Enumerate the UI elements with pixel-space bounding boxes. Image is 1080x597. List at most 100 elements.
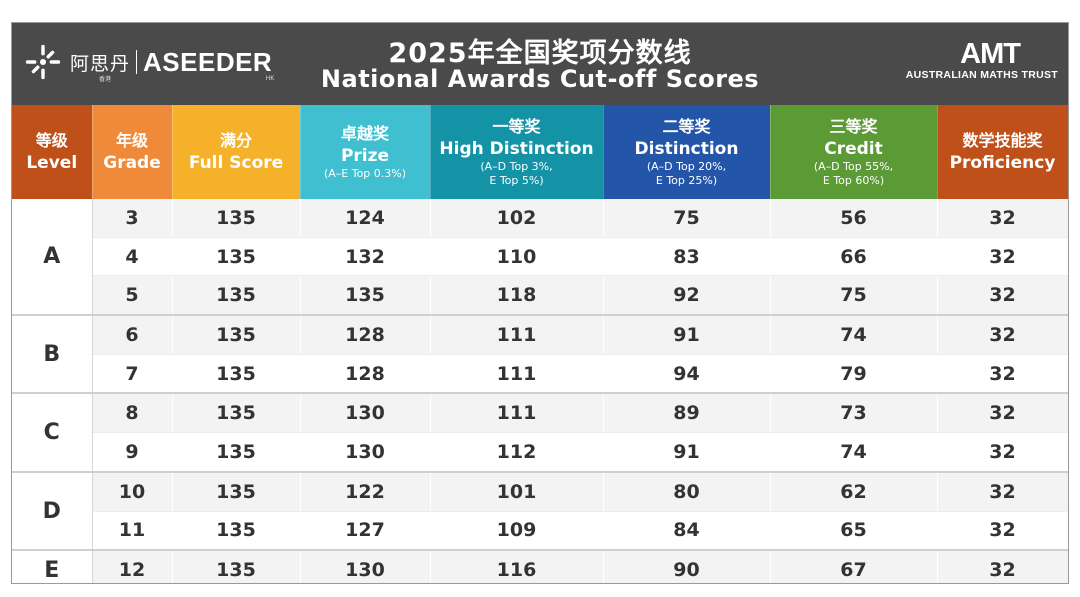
column-header-cn: 等级 xyxy=(35,131,68,150)
column-header-2: 满分 Full Score xyxy=(172,105,301,199)
score-cell: 8 xyxy=(92,393,173,434)
score-cell: 80 xyxy=(603,471,771,512)
score-cell: 6 xyxy=(92,315,173,355)
score-cell: 135 xyxy=(172,354,301,395)
score-cell: 135 xyxy=(172,511,301,552)
score-cell: 73 xyxy=(770,393,938,434)
score-cell: 124 xyxy=(300,199,431,238)
score-cell: 116 xyxy=(430,550,604,583)
score-cell: 89 xyxy=(603,393,771,434)
column-header-en: Distinction xyxy=(634,139,739,159)
score-cell: 91 xyxy=(603,432,771,473)
table-header-row: 等级 Level 年级 Grade 满分 Full Score 卓越奖 Prize (A–E T… xyxy=(12,105,1068,199)
score-cell: 32 xyxy=(937,315,1068,355)
aseeder-logo: 阿思丹 香港 ASEEDER HK xyxy=(24,42,275,83)
table-row: 7 135 128 111 94 79 32 xyxy=(12,354,1068,395)
score-cell: 32 xyxy=(937,275,1068,317)
column-header-note: (A–D Top 20%, E Top 25%) xyxy=(646,160,727,187)
score-cell: 110 xyxy=(430,237,604,277)
score-cell: 74 xyxy=(770,315,938,355)
score-cell: 67 xyxy=(770,550,938,583)
score-cell: 32 xyxy=(937,199,1068,238)
scores-poster: 阿思丹 香港 ASEEDER HK 2025年全国奖项分数线 National … xyxy=(11,22,1069,584)
score-cell: 3 xyxy=(92,199,173,238)
table-row: 9 135 130 112 91 74 32 xyxy=(12,432,1068,473)
score-cell: 118 xyxy=(430,275,604,317)
score-cell: 83 xyxy=(603,237,771,277)
column-header-4: 一等奖 High Distinction (A–D Top 3%, E Top 5%… xyxy=(430,105,604,199)
column-header-cn: 数学技能奖 xyxy=(962,131,1043,150)
brand-en: ASEEDER xyxy=(143,46,273,77)
amt-logo-text: AMT xyxy=(960,38,1021,70)
brand-small-right: HK xyxy=(265,74,275,82)
level-cell: D xyxy=(12,471,93,552)
score-cell: 32 xyxy=(937,354,1068,395)
column-header-3: 卓越奖 Prize (A–E Top 0.3%) xyxy=(300,105,431,199)
score-cell: 7 xyxy=(92,354,173,395)
column-header-cn: 三等奖 xyxy=(829,117,878,136)
page-title-cn: 2025年全国奖项分数线 xyxy=(388,38,692,69)
column-header-en: Proficiency xyxy=(949,153,1056,173)
column-header-7: 数学技能奖 Proficiency xyxy=(937,105,1068,199)
brand-divider xyxy=(136,50,138,74)
score-cell: 109 xyxy=(430,511,604,552)
table-row: E 12 135 130 116 90 67 32 xyxy=(12,550,1068,583)
score-cell: 32 xyxy=(937,471,1068,512)
level-cell: C xyxy=(12,393,93,473)
score-cell: 94 xyxy=(603,354,771,395)
brand-cn: 阿思丹 xyxy=(70,52,131,75)
column-header-en: Level xyxy=(26,153,78,173)
level-cell: A xyxy=(12,199,93,317)
amt-logo: AMT AUSTRALIAN MATHS TRUST xyxy=(906,39,1058,81)
column-header-cn: 二等奖 xyxy=(662,117,711,136)
table-row: B 6 135 128 111 91 74 32 xyxy=(12,315,1068,395)
column-header-note: (A–E Top 0.3%) xyxy=(323,167,407,180)
score-cell: 128 xyxy=(300,354,431,395)
score-cell: 65 xyxy=(770,511,938,552)
brand-small-left: 香港 xyxy=(99,75,112,83)
column-header-en: Prize xyxy=(340,146,390,166)
score-cell: 111 xyxy=(430,315,604,355)
column-header-en: Credit xyxy=(824,139,883,159)
page-title-en: National Awards Cut-off Scores xyxy=(320,65,760,93)
aseeder-star-logo-icon xyxy=(25,44,61,80)
score-cell: 75 xyxy=(603,199,771,238)
column-header-en: Full Score xyxy=(188,153,284,173)
score-cell: 92 xyxy=(603,275,771,317)
table-row: 4 135 132 110 83 66 32 xyxy=(12,237,1068,277)
score-cell: 32 xyxy=(937,393,1068,434)
score-cell: 79 xyxy=(770,354,938,395)
score-cell: 128 xyxy=(300,315,431,355)
score-cell: 135 xyxy=(172,432,301,473)
score-cell: 112 xyxy=(430,432,604,473)
column-header-note: (A–D Top 55%, E Top 60%) xyxy=(813,160,894,187)
column-header-en: Grade xyxy=(103,153,161,173)
score-cell: 111 xyxy=(430,354,604,395)
level-cell: B xyxy=(12,315,93,395)
column-header-1: 年级 Grade xyxy=(92,105,173,199)
column-header-5: 二等奖 Distinction (A–D Top 20%, E Top 25%) xyxy=(603,105,771,199)
score-cell: 135 xyxy=(172,471,301,512)
score-cell: 130 xyxy=(300,432,431,473)
score-cell: 32 xyxy=(937,432,1068,473)
score-cell: 4 xyxy=(92,237,173,277)
column-header-cn: 卓越奖 xyxy=(340,124,389,143)
score-cell: 32 xyxy=(937,511,1068,552)
score-cell: 84 xyxy=(603,511,771,552)
score-cell: 75 xyxy=(770,275,938,317)
score-cell: 90 xyxy=(603,550,771,583)
table-row: D 10 135 122 101 80 62 32 xyxy=(12,471,1068,552)
column-header-cn: 满分 xyxy=(219,131,252,150)
score-cell: 135 xyxy=(172,550,301,583)
score-cell: 56 xyxy=(770,199,938,238)
score-cell: 135 xyxy=(300,275,431,317)
header-bar: 阿思丹 香港 ASEEDER HK 2025年全国奖项分数线 National … xyxy=(12,23,1068,105)
score-cell: 66 xyxy=(770,237,938,277)
score-cell: 135 xyxy=(172,315,301,355)
column-header-cn: 年级 xyxy=(115,131,148,150)
table-row: A 3 135 124 102 75 56 32 xyxy=(12,199,1068,317)
score-cell: 11 xyxy=(92,511,173,552)
score-cell: 127 xyxy=(300,511,431,552)
score-cell: 10 xyxy=(92,471,173,512)
scores-table: 等级 Level 年级 Grade 满分 Full Score 卓越奖 Prize (A–E T… xyxy=(12,105,1068,583)
